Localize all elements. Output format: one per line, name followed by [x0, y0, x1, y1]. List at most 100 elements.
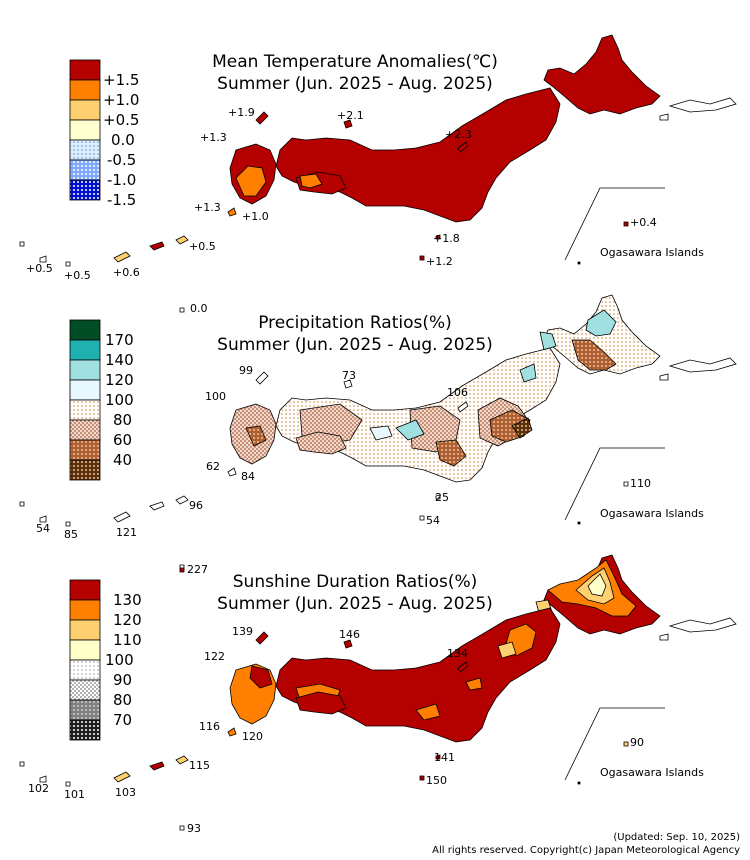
prec-legend-swatch-6 [69, 419, 101, 441]
temp-value: +0.5 [64, 269, 91, 282]
precipitation-panel: Precipitation Ratios(%) Summer (Jun. 202… [19, 294, 737, 570]
temp-legend-swatch-7 [69, 179, 101, 201]
sun-value: 116 [199, 720, 220, 733]
temp-legend-swatch-5 [69, 139, 101, 161]
temp-value: +2.3 [445, 128, 472, 141]
sun-legend-swatch-4 [69, 639, 101, 661]
prec-value: 62 [206, 460, 220, 473]
sun-value: 150 [426, 774, 447, 787]
prec-legend-label: 100 [105, 391, 134, 409]
sun-shikoku [295, 691, 347, 715]
temp-legend-label: +1.5 [103, 71, 139, 89]
prec-legend-swatch-2 [69, 339, 101, 361]
sun-value: 103 [115, 786, 136, 799]
temp-value: +0.6 [113, 266, 140, 279]
prec-value: 121 [116, 526, 137, 539]
temp-value: +0.5 [189, 240, 216, 253]
sun-legend-label: 90 [113, 671, 132, 689]
temp-legend-swatch-4 [69, 119, 101, 141]
sun-value: 227 [187, 563, 208, 576]
temp-value: +0.5 [26, 262, 53, 275]
temp-legend-label: +0.5 [103, 111, 139, 129]
sun-title-line2: Summer (Jun. 2025 - Aug. 2025) [217, 594, 493, 614]
prec-japan-map [19, 294, 737, 527]
prec-legend-swatch-8 [69, 459, 101, 481]
temp-value: +0.4 [630, 216, 657, 229]
prec-islands-label: Ogasawara Islands [600, 507, 704, 520]
sun-legend-label: 70 [113, 711, 132, 729]
temp-legend-label: -1.0 [107, 171, 136, 189]
prec-legend-swatch-4 [69, 379, 101, 401]
sun-value: 102 [28, 782, 49, 795]
prec-legend-swatch-5 [69, 399, 101, 421]
copyright: All rights reserved. Copyright(c) Japan … [432, 845, 740, 856]
prec-legend-label: 170 [105, 331, 134, 349]
temp-hokkaido [543, 34, 661, 115]
prec-legend-label: 140 [105, 351, 134, 369]
prec-title-line1: Precipitation Ratios(%) [258, 313, 452, 333]
sun-legend-label: 100 [105, 651, 134, 669]
sun-value: 134 [447, 647, 468, 660]
updated-date: (Updated: Sep. 10, 2025) [613, 832, 740, 843]
temp-legend-label: -1.5 [107, 191, 136, 209]
temperature-panel: Mean Temperature Anomalies(℃) Summer (Ju… [19, 34, 737, 315]
sun-value: 90 [630, 736, 644, 749]
prec-shikoku [295, 431, 347, 455]
temp-value: +1.2 [426, 255, 453, 268]
temp-legend-swatch-3 [69, 99, 101, 121]
sun-legend-label: 130 [113, 591, 142, 609]
sun-value: 139 [232, 625, 253, 638]
temp-legend-label: +1.0 [103, 91, 139, 109]
prec-legend [69, 319, 101, 481]
prec-title-line2: Summer (Jun. 2025 - Aug. 2025) [217, 335, 493, 355]
prec-value: 73 [342, 369, 356, 382]
sun-legend-label: 110 [113, 631, 142, 649]
prec-value: 54 [426, 514, 440, 527]
sun-japan-map [19, 554, 737, 787]
sun-value: 115 [189, 759, 210, 772]
temp-title-line1: Mean Temperature Anomalies(℃) [212, 52, 498, 72]
sun-value: 120 [242, 730, 263, 743]
temp-islands-label: Ogasawara Islands [600, 246, 704, 259]
temp-japan-map [19, 34, 737, 313]
prec-legend-swatch-7 [69, 439, 101, 461]
sun-value: 101 [64, 788, 85, 801]
temp-value: +2.1 [337, 109, 364, 122]
prec-legend-swatch-3 [69, 359, 101, 381]
temp-value: +1.3 [200, 131, 227, 144]
prec-legend-label: 60 [113, 431, 132, 449]
prec-legend-label: 120 [105, 371, 134, 389]
sun-title-line1: Sunshine Duration Ratios(%) [233, 572, 478, 592]
temp-legend-label: 0.0 [111, 131, 135, 149]
sun-legend-swatch-3 [69, 619, 101, 641]
prec-value: 84 [241, 470, 255, 483]
temp-value: 0.0 [190, 302, 208, 315]
prec-value: 25 [435, 491, 449, 504]
temp-honshu [275, 87, 561, 223]
sun-legend-swatch-6 [69, 679, 101, 701]
temp-value: +1.3 [194, 201, 221, 214]
sun-legend-label: 120 [113, 611, 142, 629]
temp-legend-swatch-2 [69, 79, 101, 101]
temp-legend-swatch-1 [69, 59, 101, 81]
sunshine-panel: Sunshine Duration Ratios(%) Summer (Jun.… [19, 554, 737, 835]
prec-value: 106 [447, 386, 468, 399]
temp-legend-label: -0.5 [107, 151, 136, 169]
prec-value: 85 [64, 528, 78, 541]
temp-title-line2: Summer (Jun. 2025 - Aug. 2025) [217, 74, 493, 94]
sun-legend [69, 579, 101, 741]
temp-value: +1.0 [242, 210, 269, 223]
sun-value: 141 [434, 751, 455, 764]
sun-legend-swatch-2 [69, 599, 101, 621]
sun-value: 93 [187, 822, 201, 835]
prec-legend-label: 80 [113, 411, 132, 429]
sun-legend-swatch-8 [69, 719, 101, 741]
sun-islands-label: Ogasawara Islands [600, 766, 704, 779]
prec-value: 99 [239, 364, 253, 377]
sun-value: 146 [339, 628, 360, 641]
prec-legend-swatch-1 [69, 319, 101, 341]
prec-value: 110 [630, 477, 651, 490]
prec-legend-label: 40 [113, 451, 132, 469]
temp-legend [69, 59, 101, 201]
